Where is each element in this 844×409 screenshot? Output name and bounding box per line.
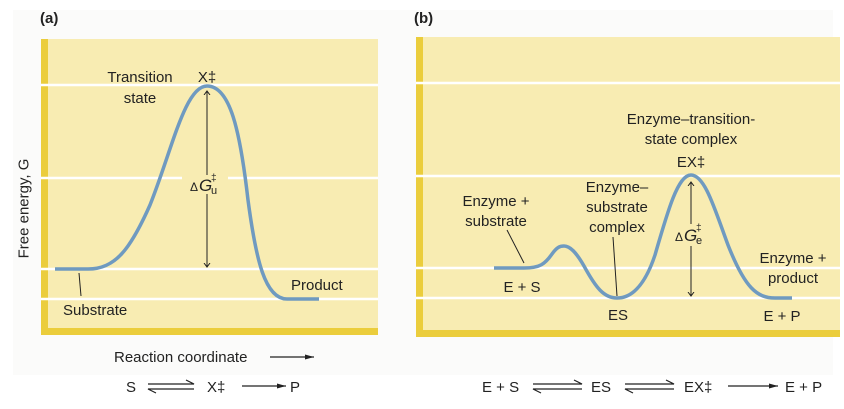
ets-complex-label-1: Enzyme–transition- <box>627 111 755 128</box>
panel-a-equation: S X‡ P <box>126 379 300 396</box>
svg-text:ES: ES <box>591 379 611 396</box>
panel-b-fill <box>423 37 840 330</box>
delta-g-u-g: G <box>199 176 212 195</box>
panel-a: Transition state X‡ Δ G ‡ u Substrate Pr… <box>41 39 378 396</box>
enzyme-substrate-label-2: substrate <box>465 213 527 230</box>
substrate-label: Substrate <box>63 302 127 319</box>
transition-state-label-1: Transition <box>107 69 172 86</box>
es-label: ES <box>608 307 628 324</box>
e-plus-s-label: E + S <box>503 279 540 296</box>
panel-a-energy-curve <box>55 84 319 301</box>
ets-complex-label-2: state complex <box>645 131 738 148</box>
es-complex-label-1: Enzyme– <box>586 179 649 196</box>
svg-text:X‡: X‡ <box>207 379 225 396</box>
es-complex-label-3: complex <box>589 219 645 236</box>
delta-g-e-delta: Δ <box>675 230 683 244</box>
delta-g-e-sub: e <box>696 235 702 247</box>
delta-g-e-sup: ‡ <box>696 223 702 234</box>
delta-g-u-sup: ‡ <box>211 173 217 184</box>
x-axis-label: Reaction coordinate <box>114 349 247 366</box>
delta-g-u-sub: u <box>211 185 217 197</box>
enzyme-product-label-1: Enzyme + <box>759 250 826 267</box>
enzyme-substrate-label-1: Enzyme + <box>462 193 529 210</box>
svg-text:E + P: E + P <box>785 379 822 396</box>
panel-b-label: (b) <box>414 10 434 27</box>
enzyme-substrate-pointer <box>506 229 525 264</box>
transition-state-label-2: state <box>124 90 157 107</box>
enzyme-product-label-2: product <box>768 270 819 287</box>
panel-a-label: (a) <box>40 10 59 27</box>
ets-symbol: EX‡ <box>677 154 705 171</box>
delta-g-e-g: G <box>684 226 697 245</box>
product-label: Product <box>291 277 344 294</box>
es-complex-pointer <box>612 236 618 297</box>
panel-b-energy-curve <box>494 173 792 300</box>
e-plus-p-label: E + P <box>763 308 800 325</box>
svg-text:P: P <box>290 379 300 396</box>
svg-text:E + S: E + S <box>482 379 519 396</box>
svg-text:EX‡: EX‡ <box>684 379 712 396</box>
es-complex-label-2: substrate <box>586 199 648 216</box>
substrate-pointer <box>78 272 82 297</box>
panel-b: Enzyme–transition- state complex EX‡ Enz… <box>416 37 840 396</box>
svg-text:S: S <box>126 379 136 396</box>
transition-state-symbol: X‡ <box>198 69 216 86</box>
panel-b-equation: E + S ES EX‡ E + P <box>482 379 822 396</box>
delta-g-u-delta: Δ <box>190 180 198 194</box>
